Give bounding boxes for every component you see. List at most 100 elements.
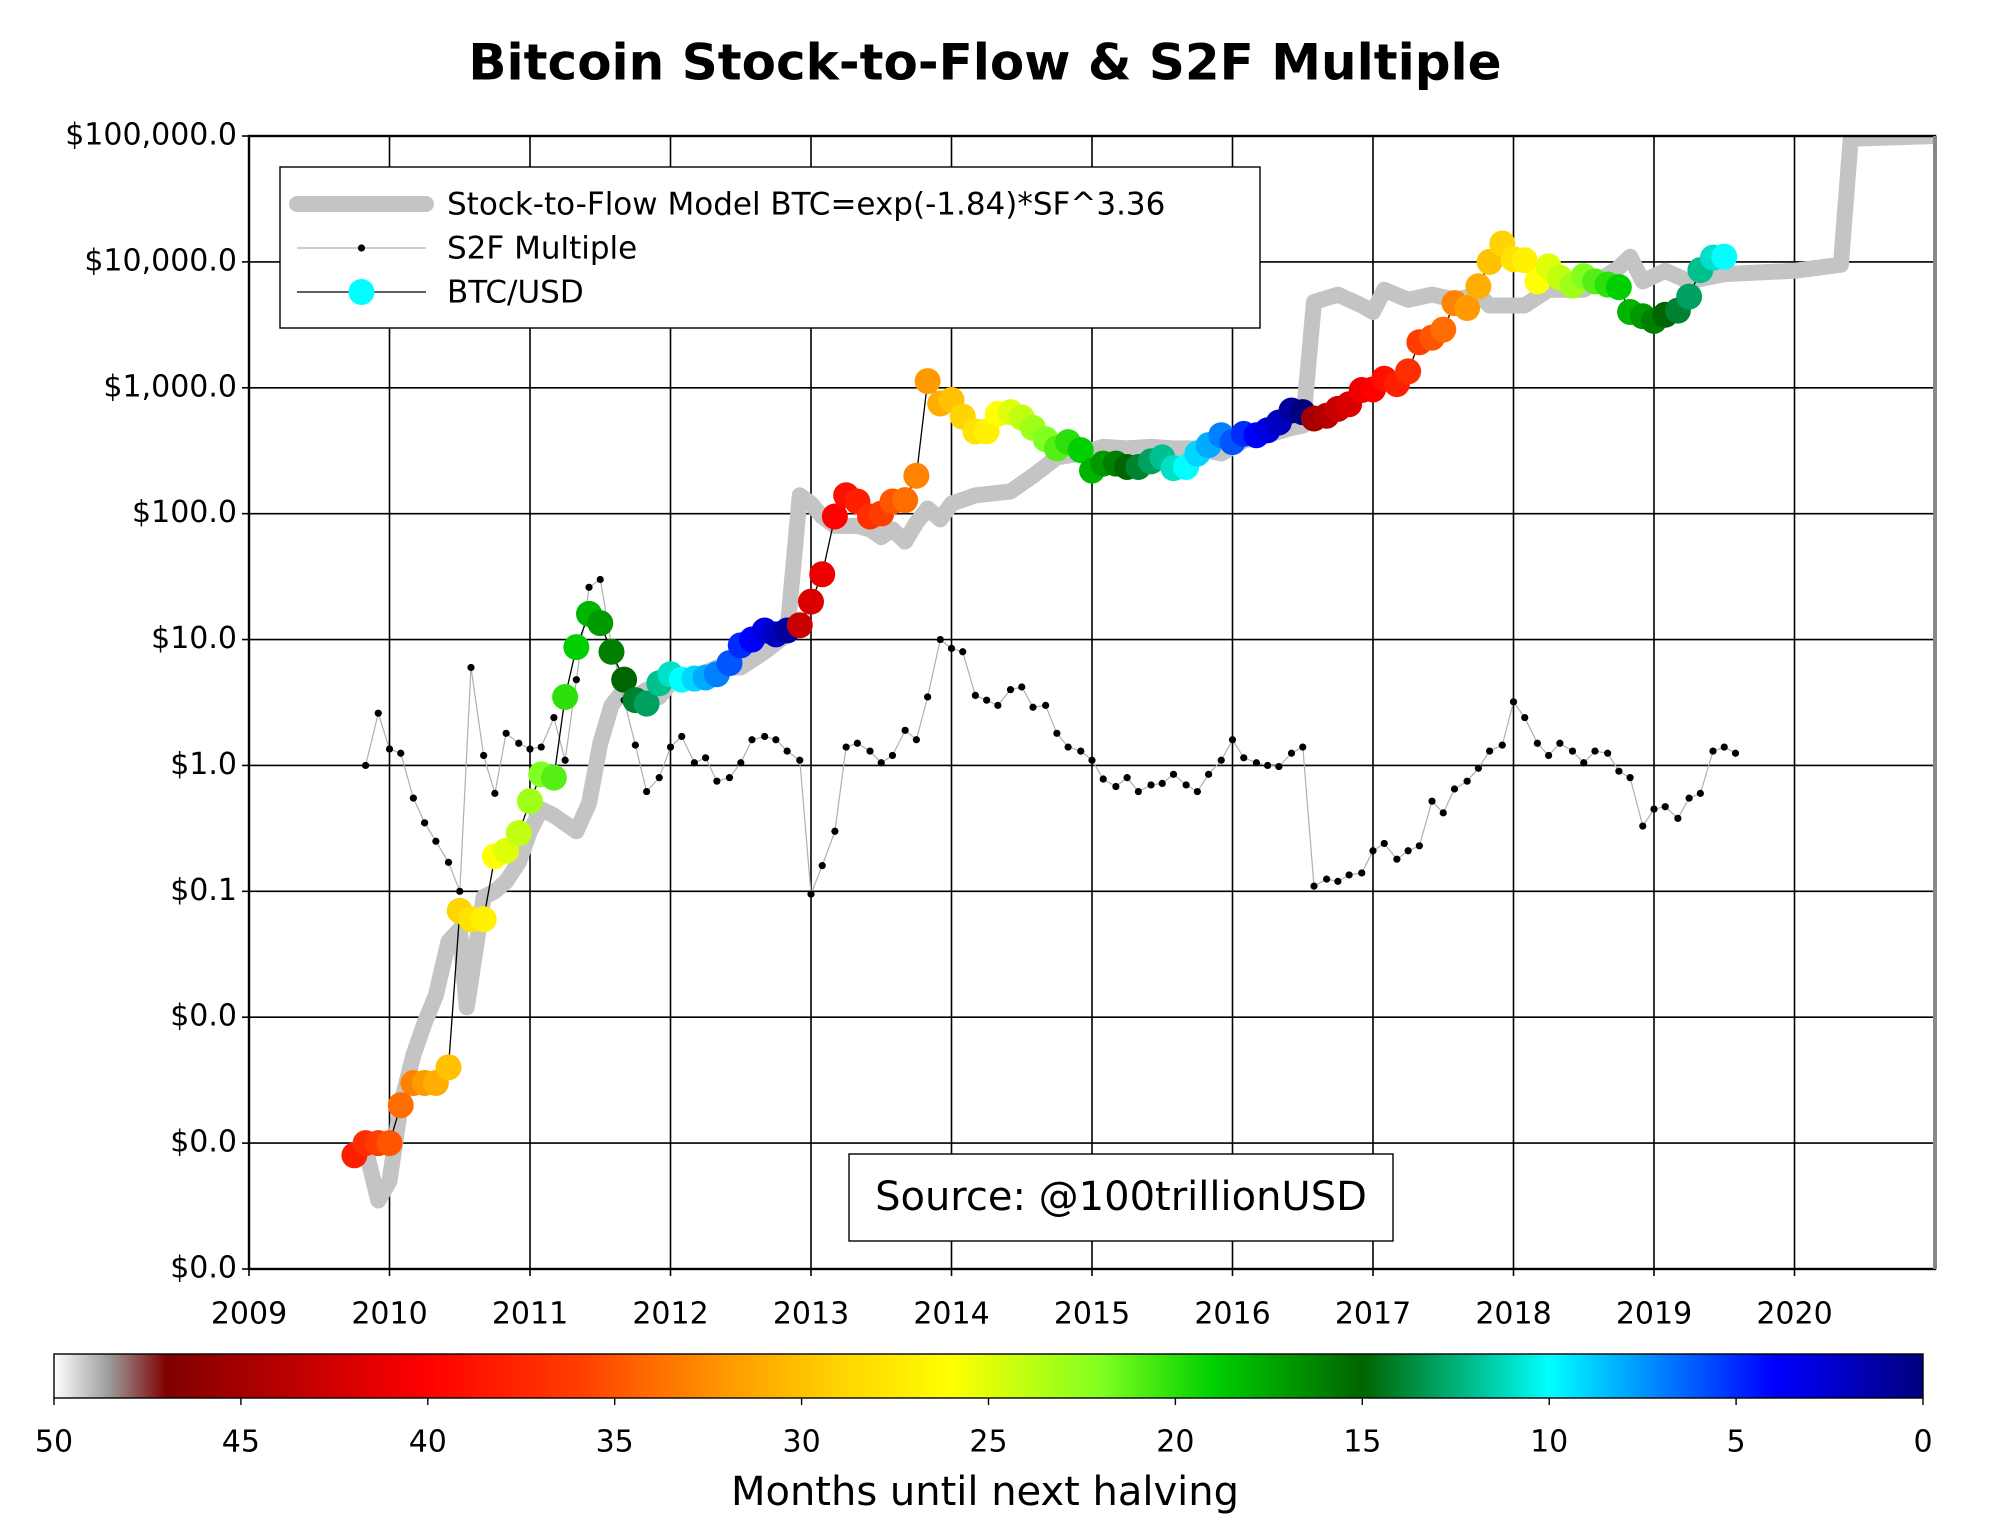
s2f-point [818, 862, 826, 870]
btc-point [563, 634, 590, 661]
s2f-point [526, 745, 534, 753]
s2f-point [1731, 749, 1740, 757]
legend-marker [357, 244, 366, 252]
s2f-point [1169, 770, 1178, 778]
s2f-point [1393, 855, 1401, 863]
s2f-line [365, 578, 1736, 895]
s2f-point [877, 759, 885, 767]
s2f-point [1685, 794, 1693, 802]
s2f-point [1580, 759, 1588, 767]
s2f-point [432, 837, 440, 845]
btc-point [435, 1054, 462, 1081]
s2f-point [1310, 882, 1318, 890]
s2f-point [1533, 739, 1541, 747]
y-tick-label: $0.0 [170, 1125, 237, 1160]
s2f-point [1147, 781, 1155, 789]
btc-point [376, 1130, 403, 1157]
s2f-point [1591, 747, 1599, 755]
s2f-point [1228, 736, 1237, 744]
s2f-point [1626, 774, 1634, 782]
s2f-point [1604, 749, 1612, 757]
btc-point [517, 788, 543, 815]
annotation-box [848, 1153, 1394, 1242]
s2f-point [409, 794, 417, 802]
colorbar-tick-label: 25 [969, 1425, 1007, 1460]
btc-point [633, 690, 660, 717]
s2f-point [1018, 683, 1026, 691]
btc-point [387, 1092, 414, 1119]
s2f-point [713, 777, 721, 785]
btc-point [1605, 274, 1632, 301]
y-tick-label: $1,000.0 [103, 369, 237, 404]
s2f-point [842, 743, 850, 751]
s2f-point [385, 745, 394, 753]
s2f-point [1509, 698, 1518, 706]
s2f-point [1463, 777, 1471, 785]
s2f-point [480, 751, 488, 760]
colorbar-tick-label: 0 [1913, 1425, 1932, 1460]
s2f-point [1380, 839, 1388, 848]
btc-point [1676, 283, 1703, 310]
s2f-point [666, 743, 675, 751]
s2f-point [1287, 749, 1296, 757]
s2f-point [561, 756, 569, 764]
x-tick-label: 2015 [1054, 1297, 1130, 1332]
legend-marker [348, 279, 375, 305]
s2f-point [1077, 747, 1085, 755]
s2f-point [994, 701, 1002, 709]
s2f-point [1240, 754, 1248, 762]
colorbar-tick-label: 5 [1727, 1425, 1746, 1460]
s2f-point [421, 819, 429, 827]
btc-point [1465, 273, 1492, 300]
s2f-point [831, 827, 839, 835]
s2f-point [362, 761, 370, 770]
s2f-point [1252, 759, 1260, 767]
s2f-point [772, 736, 780, 744]
annotation: Source: @100trillionUSD [875, 1174, 1367, 1220]
btc-point [1430, 316, 1457, 343]
x-tick-label: 2016 [1194, 1297, 1270, 1332]
s2f-point [1650, 805, 1658, 813]
btc-point [552, 683, 579, 710]
s2f-point [690, 759, 698, 767]
s2f-point [1661, 803, 1669, 811]
s2f-point [467, 663, 475, 672]
y-tick-label: $1.0 [170, 747, 237, 782]
s2f-point [1358, 869, 1366, 877]
s2f-point [1299, 743, 1307, 751]
legend-box [279, 166, 1261, 329]
s2f-point [631, 741, 639, 749]
btc-point [1476, 248, 1503, 275]
x-tick-label: 2014 [913, 1297, 989, 1332]
s2f-point [550, 713, 558, 722]
s2f-point [1006, 686, 1015, 694]
s2f-point [912, 736, 920, 744]
colorbar-tick-label: 50 [35, 1425, 73, 1460]
btc-point [1711, 243, 1738, 270]
s2f-point [1696, 789, 1704, 797]
s2f-point [796, 756, 804, 764]
x-tick-label: 2020 [1756, 1297, 1832, 1332]
s2f-point [491, 789, 499, 797]
colorbar-tick-label: 20 [1156, 1425, 1194, 1460]
s2f-point [1639, 822, 1647, 830]
x-tick-label: 2017 [1335, 1297, 1411, 1332]
colorbar-tick-label: 30 [783, 1425, 821, 1460]
s2f-point [1404, 847, 1412, 855]
s2f-point [1415, 842, 1423, 850]
s2f-point [1545, 751, 1553, 760]
btc-point [1511, 247, 1538, 274]
s2f-point [502, 729, 510, 737]
s2f-point [761, 732, 769, 741]
btc-point [892, 487, 919, 514]
s2f-point [1158, 779, 1166, 788]
s2f-point [1615, 767, 1623, 775]
s2f-point [643, 787, 651, 796]
s2f-point [702, 754, 710, 762]
btc-point [1067, 437, 1094, 464]
y-tick-label: $0.0 [170, 999, 237, 1034]
s2f-point [1088, 756, 1096, 764]
btc-point [598, 638, 625, 665]
btc-point [505, 820, 532, 847]
